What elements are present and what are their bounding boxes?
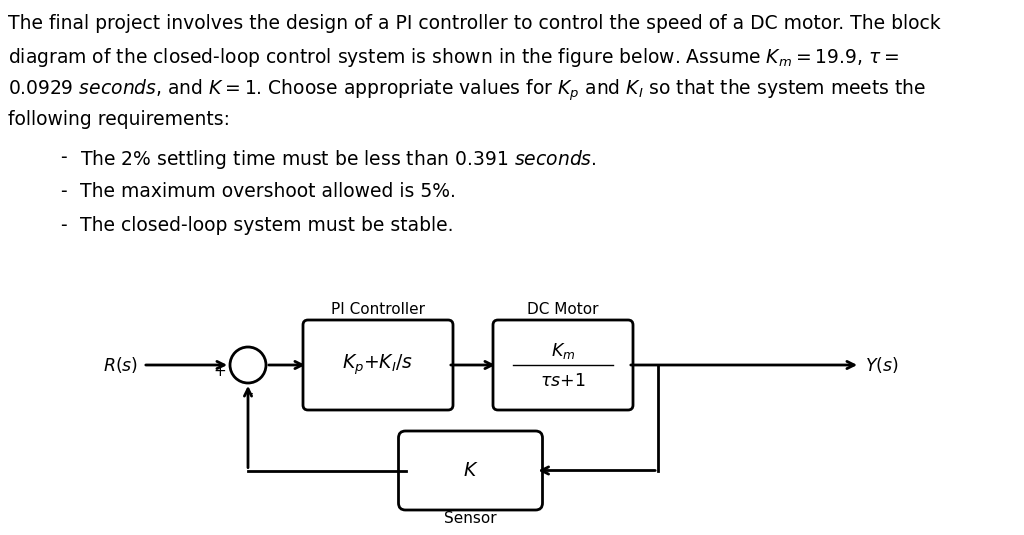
Text: The maximum overshoot allowed is 5%.: The maximum overshoot allowed is 5%. xyxy=(80,182,456,201)
Text: PI Controller: PI Controller xyxy=(331,302,425,317)
Text: The 2% settling time must be less than 0.391 $\mathit{seconds}$.: The 2% settling time must be less than 0… xyxy=(80,148,597,171)
FancyBboxPatch shape xyxy=(303,320,453,410)
Text: The final project involves the design of a PI controller to control the speed of: The final project involves the design of… xyxy=(8,14,941,33)
Text: $0.0929\ \mathit{seconds}$, and $K = 1$. Choose appropriate values for $K_p$ and: $0.0929\ \mathit{seconds}$, and $K = 1$.… xyxy=(8,78,927,103)
Text: diagram of the closed-loop control system is shown in the figure below. Assume $: diagram of the closed-loop control syste… xyxy=(8,46,899,69)
Text: $K$: $K$ xyxy=(463,461,478,480)
Text: +: + xyxy=(213,363,226,378)
Text: -: - xyxy=(247,386,253,401)
Text: The closed-loop system must be stable.: The closed-loop system must be stable. xyxy=(80,216,454,235)
FancyBboxPatch shape xyxy=(398,431,543,510)
Text: following requirements:: following requirements: xyxy=(8,110,230,129)
Text: Sensor: Sensor xyxy=(444,511,497,526)
Text: DC Motor: DC Motor xyxy=(527,302,599,317)
Text: -: - xyxy=(60,148,67,167)
Text: $\tau s$$+$$1$: $\tau s$$+$$1$ xyxy=(541,372,586,390)
Text: $Y(s)$: $Y(s)$ xyxy=(865,355,899,375)
Text: -: - xyxy=(60,216,67,235)
Text: $K_m$: $K_m$ xyxy=(551,341,575,361)
Text: -: - xyxy=(60,182,67,201)
Text: $R(s)$: $R(s)$ xyxy=(102,355,138,375)
FancyBboxPatch shape xyxy=(493,320,633,410)
Text: $K_p$$+$$K_I$$/$s: $K_p$$+$$K_I$$/$s xyxy=(342,353,414,377)
